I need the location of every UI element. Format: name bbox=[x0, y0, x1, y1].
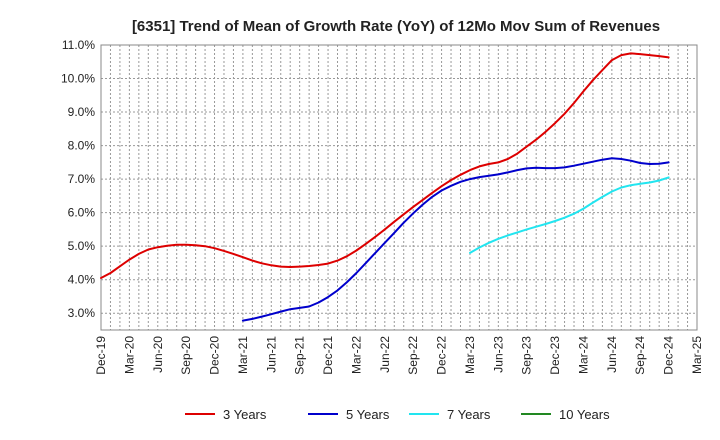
x-tick-label: Sep-21 bbox=[293, 336, 307, 375]
x-tick-label: Dec-19 bbox=[94, 336, 108, 375]
y-tick-label: 7.0% bbox=[68, 172, 96, 186]
legend: 3 Years 5 Years 7 Years 10 Years bbox=[185, 407, 610, 422]
x-tick-label: Jun-21 bbox=[264, 336, 278, 373]
x-tick-label: Dec-23 bbox=[548, 336, 562, 375]
x-tick-label: Dec-24 bbox=[662, 336, 676, 375]
y-tick-label: 9.0% bbox=[68, 105, 96, 119]
y-tick-label: 10.0% bbox=[61, 72, 95, 86]
y-tick-label: 8.0% bbox=[68, 139, 96, 153]
legend-label-3-years: 3 Years bbox=[223, 407, 267, 422]
x-axis-tick-labels: Dec-19 Mar-20 Jun-20 Sep-20 Dec-20 Mar-21 Jun-… bbox=[94, 336, 704, 375]
plot-frame bbox=[100, 44, 698, 331]
legend-label-5-years: 5 Years bbox=[346, 407, 390, 422]
y-tick-label: 6.0% bbox=[68, 206, 96, 220]
x-tick-label: Dec-22 bbox=[435, 336, 449, 375]
x-tick-label: Mar-22 bbox=[349, 336, 363, 374]
x-tick-label: Dec-20 bbox=[208, 336, 222, 375]
series-line-3-years bbox=[100, 52, 670, 279]
plot-area bbox=[101, 45, 697, 330]
x-tick-label: Mar-24 bbox=[576, 336, 590, 374]
x-tick-label: Dec-21 bbox=[321, 336, 335, 375]
x-tick-label: Mar-20 bbox=[122, 336, 136, 374]
series-line-5-years bbox=[241, 157, 670, 322]
y-axis-tick-labels: 3.0% 4.0% 5.0% 6.0% 7.0% 8.0% 9.0% 10.0% 11.0% bbox=[61, 38, 95, 320]
x-tick-label: Mar-21 bbox=[236, 336, 250, 374]
y-tick-label: 4.0% bbox=[68, 273, 96, 287]
chart-title: [6351] Trend of Mean of Growth Rate (YoY… bbox=[132, 18, 660, 35]
y-tick-label: 11.0% bbox=[62, 38, 95, 52]
legend-label-10-years: 10 Years bbox=[559, 407, 610, 422]
y-tick-label: 5.0% bbox=[68, 239, 96, 253]
x-tick-label: Jun-20 bbox=[151, 336, 165, 373]
x-tick-label: Sep-22 bbox=[406, 336, 420, 375]
x-tick-label: Jun-24 bbox=[605, 336, 619, 373]
y-tick-label: 3.0% bbox=[68, 306, 96, 320]
x-tick-label: Mar-25 bbox=[690, 336, 704, 374]
x-tick-label: Sep-24 bbox=[633, 336, 647, 375]
x-tick-label: Sep-23 bbox=[520, 336, 534, 375]
x-tick-label: Jun-23 bbox=[491, 336, 505, 373]
legend-label-7-years: 7 Years bbox=[447, 407, 491, 422]
series-line-7-years bbox=[469, 176, 670, 254]
x-tick-label: Sep-20 bbox=[179, 336, 193, 375]
x-tick-label: Jun-22 bbox=[378, 336, 392, 373]
x-grid-lines bbox=[109, 45, 689, 330]
series-lines bbox=[100, 52, 670, 322]
x-tick-label: Mar-23 bbox=[463, 336, 477, 374]
